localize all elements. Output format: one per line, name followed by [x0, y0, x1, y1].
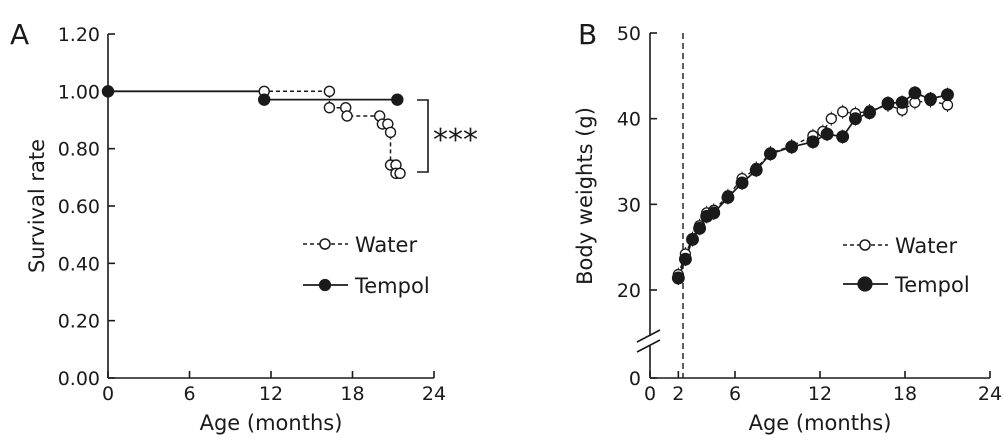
panel-a-tempol-point — [391, 93, 404, 106]
axis-break-mark-upper — [636, 329, 661, 343]
panel-a-series-water-line — [108, 90, 400, 175]
legend-tempol-marker-a — [318, 278, 332, 292]
panel-b-y-tick-label: 20 — [617, 280, 641, 302]
panel-b-tempol-point — [785, 140, 799, 154]
panel-a-y-tick-label: 0.60 — [58, 196, 100, 218]
panel-a-series-tempol-line — [108, 90, 398, 101]
panel-b-y-tick-label: 50 — [617, 23, 641, 45]
panel-a-x-tick-label: 0 — [102, 383, 114, 405]
panel-a-ticks: 0 6 12 18 24 0.00 0.20 0.40 0.60 0.80 1.00 1.20 — [58, 24, 446, 405]
panel-b-tempol-point — [895, 95, 909, 109]
legend-water-label-a: Water — [355, 233, 417, 257]
panel-b-x-tick-label: 24 — [978, 383, 1002, 405]
panel-b-letter: B — [578, 18, 597, 51]
panel-a-water-point — [323, 101, 336, 114]
panel-a: A 0 6 12 18 24 0.00 0.20 0.40 0.60 0.80 1.00 1.20 A… — [10, 18, 478, 435]
panel-b-tempol-point — [735, 176, 749, 190]
panel-a-y-tick-label: 1.20 — [58, 24, 100, 46]
panel-a-y-axis-title: Survival rate — [25, 139, 49, 273]
panel-b-legend: Water Tempol — [843, 234, 970, 297]
panel-b-tempol-point — [836, 130, 850, 144]
panel-b-y-axis-title: Body weights (g) — [573, 107, 597, 285]
panel-b-tempol-point — [749, 163, 763, 177]
panel-b-water-point — [837, 106, 849, 118]
panel-b-y-tick-label: 40 — [617, 109, 641, 131]
significance-label: *** — [433, 123, 478, 158]
panel-a-legend: Water Tempol — [303, 233, 430, 298]
panel-b-y-tick-label: 30 — [617, 194, 641, 216]
panel-a-y-tick-label: 0.40 — [58, 253, 100, 275]
panel-b-tempol-point — [671, 271, 685, 285]
panel-b-tempol-point — [686, 233, 699, 246]
panel-a-y-tick-label: 0.00 — [58, 368, 100, 390]
panel-b-x-tick-label: 6 — [729, 383, 741, 405]
panel-b-tempol-point — [908, 86, 922, 100]
panel-b-tempol-point — [693, 221, 707, 235]
panel-b-series-water-line — [677, 99, 948, 275]
panel-b-tempol-point — [881, 96, 895, 110]
panel-b-tempol-point — [820, 127, 834, 141]
panel-a-water-point — [384, 126, 397, 139]
panel-a-x-axis-title: Age (months) — [200, 411, 343, 435]
panel-a-x-tick-label: 18 — [340, 383, 364, 405]
panel-b-water-point — [825, 113, 837, 125]
legend-tempol-label-b: Tempol — [894, 273, 970, 297]
panel-a-letter: A — [10, 18, 29, 51]
panel-b-tempol-point — [678, 252, 692, 266]
panel-b-tempol-point — [941, 88, 954, 102]
panel-b-tempol-point — [924, 92, 937, 106]
panel-b-x-tick-label: 2 — [672, 383, 684, 405]
panel-b-x-axis-title: Age (months) — [749, 411, 892, 435]
panel-b-series-markers — [671, 86, 954, 285]
panel-b-x-tick-label: 18 — [893, 383, 917, 405]
legend-water-marker-a — [319, 238, 331, 250]
panel-a-series-markers — [101, 85, 406, 180]
legend-tempol-label-a: Tempol — [354, 274, 430, 298]
panel-a-y-tick-label: 0.20 — [58, 311, 100, 333]
panel-a-x-tick-label: 24 — [422, 383, 446, 405]
panel-a-x-tick-label: 6 — [183, 383, 195, 405]
panel-a-water-point — [341, 110, 353, 122]
panel-b-x-tick-label: 0 — [644, 383, 656, 405]
panel-a-series-lines — [108, 90, 400, 175]
panel-b-tempol-point — [806, 135, 820, 149]
legend-water-marker-b — [859, 239, 871, 251]
legend-water-label-b: Water — [895, 234, 957, 258]
panel-b-tempol-point — [707, 206, 721, 220]
panel-b-tempol-point — [863, 106, 877, 120]
panel-a-y-tick-label: 1.00 — [58, 81, 100, 103]
panel-a-y-tick-label: 0.80 — [58, 139, 100, 161]
panel-b-x-tick-label: 12 — [808, 383, 832, 405]
panel-a-water-point — [394, 167, 406, 180]
panel-a-water-point — [323, 85, 336, 98]
panel-a-tempol-point — [101, 85, 115, 98]
panel-b-tempol-point — [848, 112, 862, 126]
panel-a-tempol-point — [258, 93, 271, 106]
panel-b-y-tick-label: 0 — [629, 368, 641, 390]
panel-b-tempol-point — [763, 147, 777, 161]
axis-break-mark-lower — [636, 339, 661, 353]
panel-b-tempol-point — [721, 191, 735, 204]
panel-a-x-tick-label: 12 — [259, 383, 283, 405]
legend-tempol-marker-b — [857, 276, 873, 292]
panel-b-water-point — [941, 99, 954, 111]
significance-bracket — [417, 99, 429, 173]
